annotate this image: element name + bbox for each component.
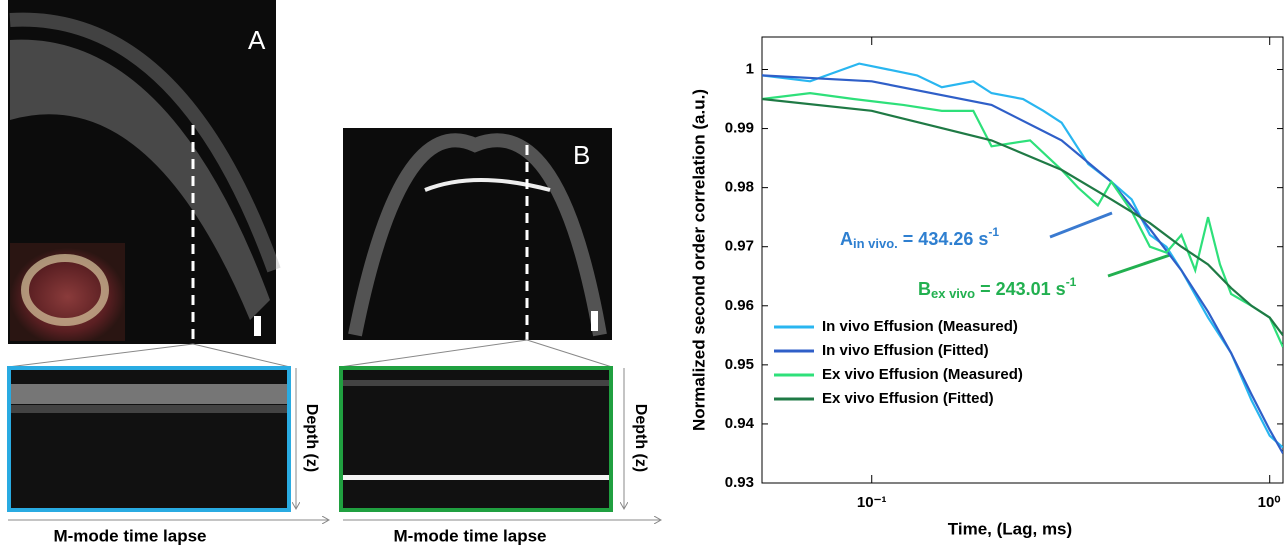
legend-label: Ex vivo Effusion (Fitted) xyxy=(822,390,994,407)
y-axis-label: Normalized second order correlation (a.u… xyxy=(689,89,708,431)
y-tick-label: 0.93 xyxy=(725,474,754,491)
legend-label: In vivo Effusion (Measured) xyxy=(822,318,1018,335)
y-tick-label: 0.98 xyxy=(725,179,754,196)
annotation-part: = 243.01 s xyxy=(975,279,1066,299)
oct-image-a: A xyxy=(8,0,281,344)
annotation-pointer xyxy=(1049,211,1113,239)
mmode-a xyxy=(7,366,291,512)
annotation-part: in vivo. xyxy=(853,236,898,251)
chart: Normalized second order correlation (a.u… xyxy=(689,36,1284,538)
x-tick-label: 10⁰ xyxy=(1258,494,1281,511)
annotation-part: = 434.26 s xyxy=(898,229,989,249)
plot-frame xyxy=(761,36,1284,484)
depth-label: Depth (z) xyxy=(632,404,649,472)
annotation-part: -1 xyxy=(988,225,999,239)
y-tick-label: 0.96 xyxy=(725,297,754,314)
y-tick-label: 0.95 xyxy=(725,356,754,373)
panel-label: A xyxy=(248,25,266,55)
time-label: M-mode time lapse xyxy=(393,526,546,545)
annotation-part: -1 xyxy=(1066,275,1077,289)
depth-label: Depth (z) xyxy=(303,404,320,472)
y-tick-label: 0.97 xyxy=(725,238,754,255)
annotation-part: B xyxy=(918,279,931,299)
series-line xyxy=(762,62,1283,449)
y-tick-label: 1 xyxy=(746,60,754,77)
x-tick-label: 10⁻¹ xyxy=(857,494,887,511)
annotation: Bex vivo = 243.01 s-1 xyxy=(918,275,1077,301)
annotation-part: A xyxy=(840,229,853,249)
series-line xyxy=(762,74,1283,455)
y-tick-label: 0.94 xyxy=(725,415,755,432)
oct-image-b: B xyxy=(343,128,612,340)
legend-label: Ex vivo Effusion (Measured) xyxy=(822,366,1023,383)
annotation: Ain vivo. = 434.26 s-1 xyxy=(840,225,999,251)
mmode-b xyxy=(339,366,613,512)
series-line xyxy=(762,97,1283,336)
series-line xyxy=(762,92,1283,348)
annotation-pointer xyxy=(1107,253,1171,278)
x-axis-label: Time, (Lag, ms) xyxy=(948,519,1072,538)
legend-label: In vivo Effusion (Fitted) xyxy=(822,342,989,359)
annotation-part: ex vivo xyxy=(931,286,975,301)
panel-label: B xyxy=(573,140,590,170)
time-label: M-mode time lapse xyxy=(53,526,206,545)
y-tick-label: 0.99 xyxy=(725,120,754,137)
